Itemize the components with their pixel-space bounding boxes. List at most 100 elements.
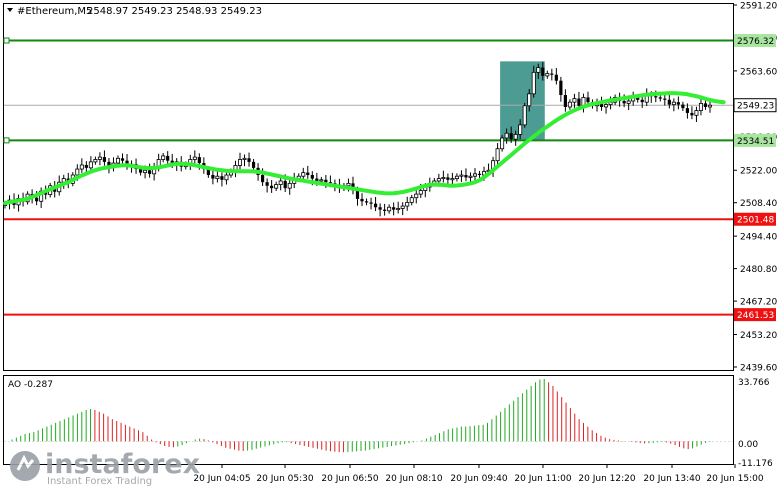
candle-body-up	[409, 197, 414, 203]
level-handle	[3, 37, 10, 44]
candle-body-down	[703, 103, 708, 107]
candle-body-down	[324, 179, 328, 183]
candle-body-down	[667, 99, 671, 105]
price-tick-label: 2591.20	[740, 2, 777, 12]
candle-body-down	[306, 172, 310, 176]
oscillator-panel-frame	[3, 375, 734, 465]
candle-body-up	[527, 93, 532, 107]
candle-body-down	[148, 170, 152, 174]
candle-body-down	[622, 100, 626, 104]
candle-body-up	[436, 178, 441, 182]
level-price-tag: 2534.51	[737, 137, 774, 147]
candle-body-up	[79, 164, 84, 170]
candle-body-up	[708, 104, 713, 108]
candle-body-down	[599, 103, 604, 107]
level-price-tag-bg	[734, 34, 776, 48]
candle-body-down	[35, 197, 39, 202]
candle-body-up	[301, 172, 306, 177]
logo-circle-icon	[10, 451, 40, 481]
candle-body-down	[265, 182, 269, 186]
oscillator-layer	[4, 379, 733, 453]
candle-body-up	[698, 102, 703, 111]
candle-body-down	[392, 207, 396, 210]
time-tick-label: 20 Jun 12:20	[578, 474, 635, 484]
candle-body-down	[247, 158, 251, 162]
candle-body-up	[215, 175, 220, 179]
current-price-tag: 2549.23	[737, 102, 774, 112]
axis-layer: 2591.202577.602563.602549.802536.202522.…	[193, 2, 777, 485]
candle-body-down	[640, 99, 644, 103]
candle-body-down	[383, 209, 387, 211]
candle-body-down	[270, 185, 274, 189]
candle-body-up	[545, 73, 550, 77]
candle-body-down	[360, 198, 364, 202]
candle-body-down	[120, 158, 125, 161]
candle-body-down	[676, 102, 680, 105]
current-price-tag-bg	[733, 98, 777, 113]
candle-body-up	[88, 161, 93, 169]
candle-body-down	[369, 202, 373, 204]
level-price-tag-bg	[734, 133, 776, 147]
candle-body-up	[224, 174, 229, 181]
candle-body-down	[138, 169, 143, 173]
candle-body-up	[572, 98, 577, 103]
candle-body-up	[450, 178, 455, 181]
price-tick-label: 2563.60	[740, 67, 777, 77]
time-tick-label: 20 Jun 15:00	[706, 474, 763, 484]
oscillator-scale-zero: 0.00	[738, 440, 758, 450]
candle-body-down	[690, 112, 694, 116]
candle-body-up	[500, 137, 505, 150]
level-price-tag-bg	[734, 212, 776, 226]
candle-body-up	[567, 101, 572, 108]
candle-body-up	[192, 156, 197, 160]
price-tick-label: 2439.60	[740, 364, 777, 374]
candle-body-up	[414, 193, 419, 199]
candle-body-up	[97, 156, 102, 160]
candle-body-down	[315, 178, 319, 181]
price-tick-label: 2522.00	[740, 167, 777, 177]
candle-body-up	[387, 206, 392, 212]
candle-body-down	[681, 104, 685, 109]
candle-body-down	[685, 108, 690, 113]
oscillator-scale-bottom: -11.176	[738, 459, 773, 469]
candle-body-up	[115, 157, 120, 164]
candle-body-down	[378, 207, 382, 210]
candle-body-down	[355, 190, 360, 199]
candle-body-down	[310, 175, 314, 179]
candle-body-up	[287, 182, 292, 189]
level-price-tag: 2501.48	[737, 216, 774, 226]
price-tick-label: 2508.40	[740, 199, 777, 209]
collapse-arrow-icon[interactable]	[7, 8, 13, 12]
candle-body-up	[319, 179, 324, 182]
candle-body-down	[563, 95, 567, 107]
candle-body-down	[283, 180, 287, 189]
candle-body-up	[495, 148, 500, 162]
oscillator-label: AO -0.287	[8, 380, 53, 390]
price-tick-label: 2453.20	[740, 331, 777, 341]
candle-body-down	[107, 161, 111, 167]
candle-body-down	[170, 160, 174, 165]
candle-body-up	[536, 67, 541, 73]
candle-body-down	[220, 176, 224, 180]
time-tick-label: 20 Jun 05:30	[256, 474, 313, 484]
watermark-brand: instaforex	[45, 449, 200, 480]
candle-body-up	[518, 124, 523, 135]
candle-body-down	[577, 98, 581, 106]
price-tick-label: 2494.40	[740, 233, 777, 243]
candle-body-down	[658, 97, 662, 99]
candle-body-up	[694, 110, 699, 116]
candle-body-up	[396, 208, 401, 211]
candle-body-up	[418, 190, 423, 195]
candle-body-down	[206, 169, 210, 176]
instaforex-logo: instaforex Instant Forex Trading	[10, 449, 200, 487]
symbol-label: #Ethereum,M5	[17, 6, 92, 17]
time-tick-label: 20 Jun 08:10	[385, 474, 442, 484]
level-price-tag: 2576.32	[737, 37, 774, 47]
level-price-tag: 2461.53	[737, 311, 774, 321]
time-tick-label: 20 Jun 09:40	[450, 474, 507, 484]
candle-body-up	[441, 177, 446, 179]
candle-body-up	[472, 173, 477, 177]
moving-average-line	[3, 91, 726, 206]
